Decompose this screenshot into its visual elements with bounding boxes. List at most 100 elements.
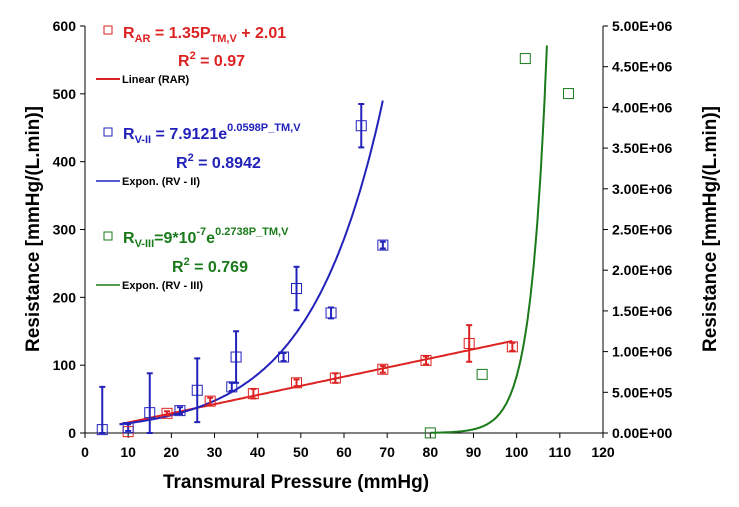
rv3-r2-label: R [172, 259, 184, 276]
rv3-legend-marker [103, 231, 113, 241]
rv2-r2: R2 = 0.8942 [176, 152, 261, 172]
axes [80, 25, 608, 438]
y-tick-label: 400 [53, 154, 77, 170]
rv3-r2-sup: 2 [184, 256, 190, 268]
rar-eq-mid: = 1.35P [150, 25, 210, 42]
x-tick-label: 110 [549, 444, 572, 460]
rar-data-point [247, 388, 259, 400]
rv3-data-point [519, 53, 531, 65]
y-axis-title: Resistance [mmHg/(L.min)] [23, 106, 44, 352]
rv2-eq-sup: 0.0598P_TM,V [227, 122, 301, 134]
rar-eq-tail: + 2.01 [237, 25, 286, 42]
data-markers [96, 53, 574, 439]
rv3-data-point [476, 368, 488, 380]
rv3-eq-prefix: R [123, 230, 135, 247]
y-tick-label: 200 [53, 289, 77, 305]
y2-tick-label: 2.00E+06 [612, 262, 673, 278]
y2-axis-title: Resistance [mmHg/(L.min)] [700, 106, 721, 352]
y2-tick-label: 5.00E+06 [612, 18, 673, 34]
rar-eq-sub: AR [135, 33, 151, 45]
rv3-eq-mid: =9*10 [154, 230, 196, 247]
rv3-eq-sup1: -7 [196, 226, 206, 238]
x-tick-label: 50 [293, 444, 309, 460]
rv2-data-point [226, 381, 238, 393]
rv2-data-point [291, 283, 303, 295]
rv2-data-point [96, 424, 108, 436]
rv2-r2-value: = 0.8942 [194, 155, 261, 172]
x-tick-label: 30 [207, 444, 223, 460]
rv3-annotation: RV-III=9*10-7e0.2738P_TM,V R2 = 0.769 Ex… [96, 226, 289, 292]
rar-legend-marker [103, 25, 113, 35]
rv3-r2: R2 = 0.769 [172, 256, 248, 276]
y-tick-label: 0 [68, 425, 76, 441]
y2-tick-label: 4.00E+06 [612, 99, 673, 115]
x-tick-label: 0 [81, 444, 89, 460]
rar-r2-label: R [178, 53, 190, 70]
rv2-legend-label: Expon. (RV - II) [122, 176, 200, 188]
rv2-data-point [325, 307, 337, 319]
y2-tick-label: 4.50E+06 [612, 59, 673, 75]
rar-annotation: RAR = 1.35PTM,V + 2.01 R2 = 0.97 Linear … [96, 25, 286, 86]
rar-eq-sub2: TM,V [211, 33, 238, 45]
rar-data-point [204, 395, 216, 407]
rar-equation: RAR = 1.35PTM,V + 2.01 [123, 25, 286, 45]
x-tick-label: 120 [591, 444, 615, 460]
rar-fit-line [119, 340, 513, 426]
rar-legend-label: Linear (RAR) [122, 74, 190, 86]
y2-tick-label: 2.50E+06 [612, 222, 673, 238]
rv3-fit-line [430, 45, 548, 434]
rv2-data-point [191, 384, 203, 396]
error-bars [99, 103, 516, 434]
rv2-data-point [377, 239, 389, 251]
x-tick-label: 70 [379, 444, 395, 460]
x-tick-label: 40 [250, 444, 266, 460]
rar-eq-prefix: R [123, 25, 135, 42]
rv2-r2-label: R [176, 155, 188, 172]
rv2-fit-line [119, 100, 384, 426]
rv3-equation: RV-III=9*10-7e0.2738P_TM,V [123, 226, 289, 250]
y2-tick-label: 0.00E+00 [612, 425, 673, 441]
rv2-data-point [174, 405, 186, 417]
rv3-eq-sub: V-III [135, 238, 155, 250]
y2-tick-label: 3.50E+06 [612, 140, 673, 156]
x-axis-title: Transmural Pressure (mmHg) [163, 472, 429, 493]
rv3-legend-label: Expon. (RV - III) [122, 280, 203, 292]
y-tick-label: 600 [53, 18, 77, 34]
rv2-legend-marker [103, 127, 113, 137]
y2-tick-label: 1.00E+06 [612, 344, 673, 360]
rv2-r2-sup: 2 [188, 152, 194, 164]
x-tick-label: 100 [505, 444, 529, 460]
rar-r2: R2 = 0.97 [178, 50, 245, 70]
rv3-eq-mid2: e [206, 230, 215, 247]
rv3-data-point [562, 88, 574, 100]
rar-data-point [506, 341, 518, 353]
rv2-data-point [144, 407, 156, 419]
y2-tick-label: 5.00E+05 [612, 384, 673, 400]
rv2-data-point [122, 422, 134, 434]
rv2-equation: RV-II = 7.9121e0.0598P_TM,V [123, 122, 301, 146]
rar-data-point [161, 407, 173, 419]
rar-data-point [377, 363, 389, 375]
rv2-eq-sub: V-II [135, 134, 152, 146]
y2-tick-label: 3.00E+06 [612, 181, 673, 197]
rv2-data-point [355, 120, 367, 132]
x-tick-label: 60 [336, 444, 352, 460]
rar-data-point [420, 354, 432, 366]
rv3-eq-sup2: 0.2738P_TM,V [215, 226, 289, 238]
y2-tick-label: 1.50E+06 [612, 303, 673, 319]
rar-data-point [329, 372, 341, 384]
tick-labels: 0 10 20 30 40 50 60 70 80 90 100 110 120 0 100 200 300 40… [53, 18, 673, 460]
rar-r2-value: = 0.97 [196, 53, 245, 70]
rv3-data-point [424, 427, 436, 439]
x-tick-label: 20 [164, 444, 180, 460]
y-tick-label: 300 [53, 222, 77, 238]
rv2-eq-mid: = 7.9121e [151, 126, 227, 143]
rv3-r2-value: = 0.769 [190, 259, 248, 276]
rar-data-point [463, 337, 475, 349]
y-tick-label: 500 [53, 86, 77, 102]
x-tick-label: 90 [466, 444, 482, 460]
y-tick-label: 100 [53, 357, 77, 373]
rv2-data-point [278, 351, 290, 363]
